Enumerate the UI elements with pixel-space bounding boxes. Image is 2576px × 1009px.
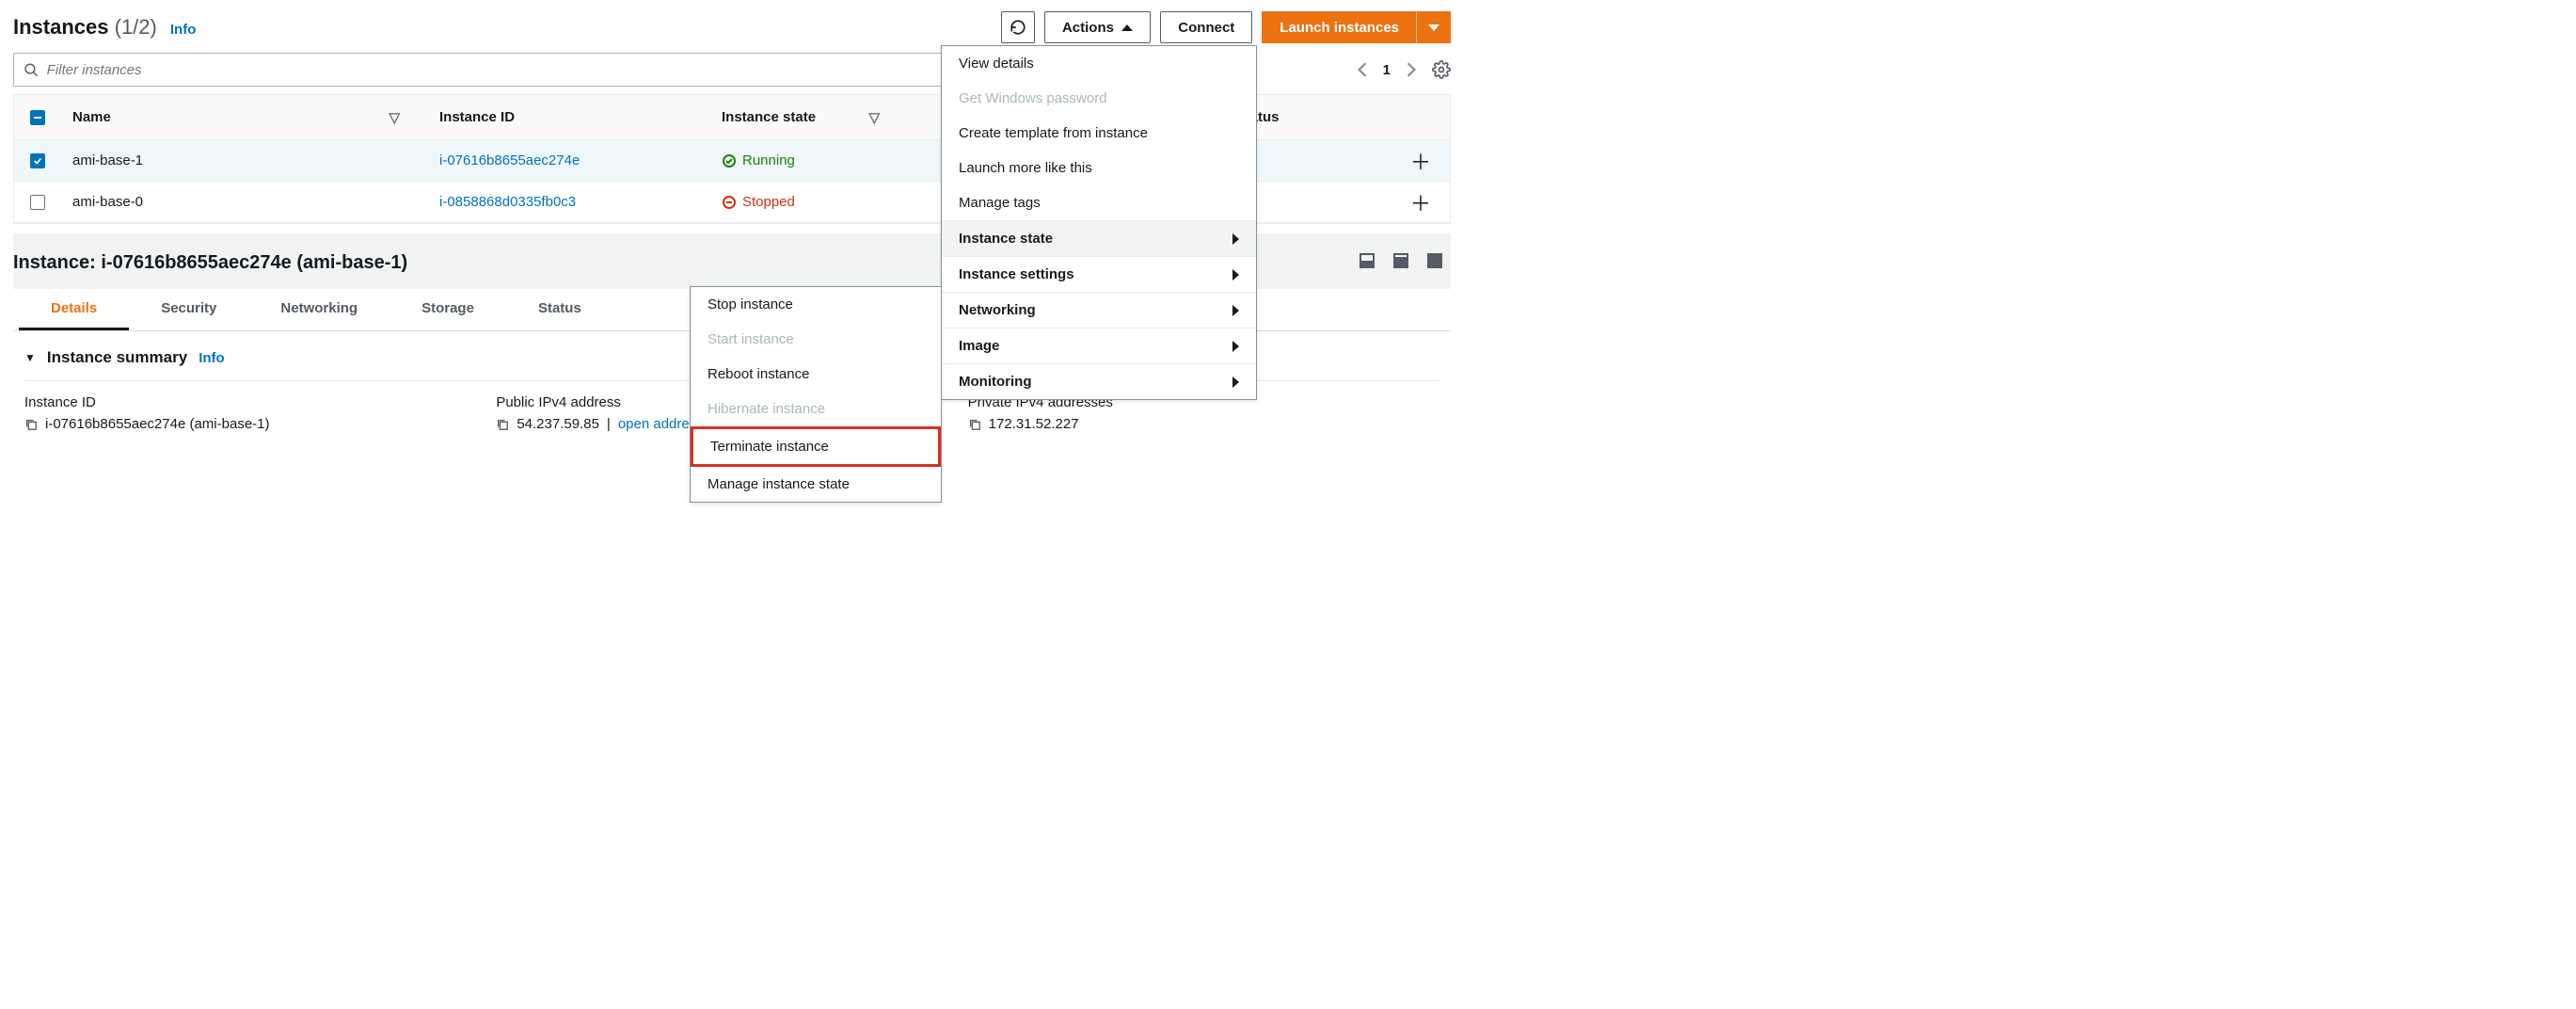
- chevron-right-icon: [1232, 305, 1239, 316]
- summary-title: Instance summary: [47, 348, 187, 367]
- connect-button[interactable]: Connect: [1160, 11, 1252, 43]
- tab-networking[interactable]: Networking: [248, 289, 390, 330]
- chevron-right-icon: [1232, 341, 1239, 352]
- chevron-right-icon: [1232, 376, 1239, 388]
- submenu-terminate-instance[interactable]: Terminate instance: [691, 426, 941, 467]
- instance-name: ami-base-1: [72, 152, 143, 168]
- refresh-icon: [1010, 19, 1026, 36]
- chevron-right-icon: [1232, 269, 1239, 280]
- label-instance-id: Instance ID: [24, 394, 496, 416]
- submenu-manage-instance-state[interactable]: Manage instance state: [691, 467, 941, 502]
- add-alarm-button[interactable]: ＋: [1410, 187, 1431, 217]
- col-instance-id[interactable]: Instance ID: [439, 109, 515, 125]
- instance-id-link[interactable]: i-07616b8655aec274e: [439, 152, 580, 168]
- add-alarm-button[interactable]: ＋: [1410, 146, 1431, 176]
- state-running: Running: [722, 152, 795, 168]
- menu-get-windows-password: Get Windows password: [942, 81, 1256, 116]
- actions-button[interactable]: Actions: [1044, 11, 1151, 43]
- menu-image[interactable]: Image: [942, 328, 1256, 363]
- menu-monitoring[interactable]: Monitoring: [942, 363, 1256, 399]
- tab-storage[interactable]: Storage: [390, 289, 506, 330]
- page-next[interactable]: [1406, 61, 1417, 78]
- submenu-hibernate-instance: Hibernate instance: [691, 392, 941, 426]
- chevron-right-icon: [1232, 233, 1239, 245]
- actions-menu: View details Get Windows password Create…: [941, 45, 1257, 400]
- settings-gear[interactable]: [1432, 60, 1451, 79]
- instance-state-submenu: Stop instance Start instance Reboot inst…: [690, 286, 942, 503]
- chevron-left-icon: [1357, 61, 1368, 78]
- menu-launch-more[interactable]: Launch more like this: [942, 151, 1256, 185]
- check-icon: [33, 156, 42, 166]
- value-private-ip: 172.31.52.227: [989, 416, 1079, 432]
- pane-layout-2[interactable]: [1392, 252, 1409, 269]
- value-public-ip: 54.237.59.85: [517, 416, 599, 432]
- summary-info-link[interactable]: Info: [199, 350, 225, 366]
- search-icon: [24, 62, 40, 78]
- state-stopped: Stopped: [722, 194, 795, 210]
- page-prev[interactable]: [1357, 61, 1368, 78]
- copy-icon[interactable]: [968, 418, 981, 431]
- page-title: Instances (1/2): [13, 15, 157, 40]
- instance-id-link[interactable]: i-0858868d0335fb0c3: [439, 194, 576, 210]
- row-checkbox[interactable]: [30, 195, 45, 210]
- sort-icon[interactable]: ▽: [868, 109, 880, 126]
- menu-create-template[interactable]: Create template from instance: [942, 116, 1256, 151]
- tab-details[interactable]: Details: [19, 289, 129, 330]
- submenu-reboot-instance[interactable]: Reboot instance: [691, 357, 941, 392]
- sort-icon[interactable]: ▽: [389, 109, 400, 126]
- instance-name: ami-base-0: [72, 194, 143, 210]
- menu-instance-settings[interactable]: Instance settings: [942, 256, 1256, 292]
- menu-manage-tags[interactable]: Manage tags: [942, 185, 1256, 220]
- gear-icon: [1432, 60, 1451, 79]
- copy-icon[interactable]: [24, 418, 38, 431]
- page-number: 1: [1383, 62, 1391, 78]
- menu-instance-state[interactable]: Instance state: [942, 220, 1256, 256]
- summary-toggle[interactable]: ▼: [24, 351, 36, 364]
- submenu-start-instance: Start instance: [691, 322, 941, 357]
- launch-instances-button[interactable]: Launch instances: [1262, 11, 1417, 43]
- stopped-icon: [722, 195, 737, 210]
- caret-down-icon: [1428, 24, 1439, 31]
- info-link[interactable]: Info: [170, 22, 197, 38]
- caret-up-icon: [1121, 24, 1133, 31]
- chevron-right-icon: [1406, 61, 1417, 78]
- menu-view-details[interactable]: View details: [942, 46, 1256, 81]
- select-all-checkbox[interactable]: [30, 110, 45, 125]
- submenu-stop-instance[interactable]: Stop instance: [691, 287, 941, 322]
- launch-instances-dropdown[interactable]: [1417, 11, 1451, 43]
- row-checkbox[interactable]: [30, 153, 45, 168]
- col-instance-state[interactable]: Instance state: [722, 109, 816, 125]
- copy-icon[interactable]: [496, 418, 509, 431]
- menu-networking[interactable]: Networking: [942, 292, 1256, 328]
- tab-security[interactable]: Security: [129, 289, 248, 330]
- refresh-button[interactable]: [1001, 11, 1035, 43]
- value-instance-id: i-07616b8655aec274e (ami-base-1): [45, 416, 270, 432]
- tab-status[interactable]: Status: [506, 289, 613, 330]
- col-name[interactable]: Name: [72, 109, 111, 125]
- running-icon: [722, 153, 737, 168]
- pane-layout-1[interactable]: [1359, 252, 1375, 269]
- pane-layout-3[interactable]: [1426, 252, 1443, 269]
